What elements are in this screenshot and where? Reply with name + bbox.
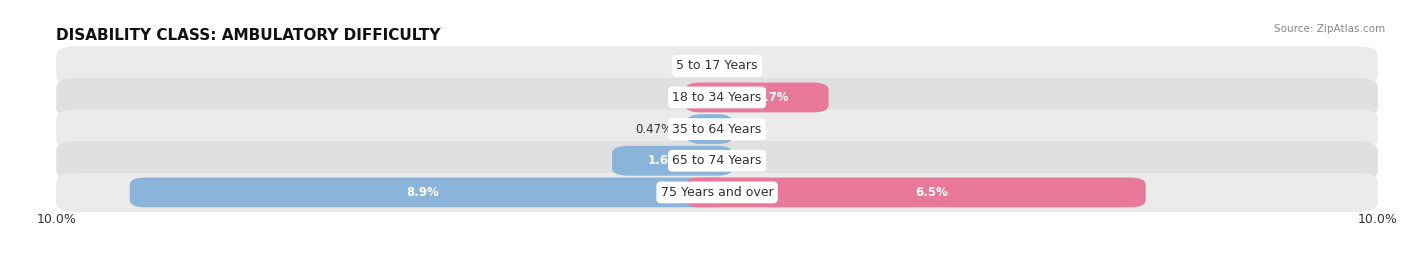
Text: 0.0%: 0.0% — [730, 123, 759, 136]
FancyBboxPatch shape — [129, 178, 733, 207]
Text: DISABILITY CLASS: AMBULATORY DIFFICULTY: DISABILITY CLASS: AMBULATORY DIFFICULTY — [56, 28, 440, 43]
Text: 6.5%: 6.5% — [915, 186, 948, 199]
Text: 8.9%: 8.9% — [406, 186, 440, 199]
FancyBboxPatch shape — [685, 178, 1146, 207]
Text: 0.47%: 0.47% — [636, 123, 673, 136]
Text: 0.0%: 0.0% — [675, 91, 704, 104]
Text: 0.0%: 0.0% — [675, 59, 704, 72]
Text: 18 to 34 Years: 18 to 34 Years — [672, 91, 762, 104]
FancyBboxPatch shape — [612, 146, 733, 176]
FancyBboxPatch shape — [56, 78, 1378, 117]
Text: 65 to 74 Years: 65 to 74 Years — [672, 154, 762, 167]
Text: 5 to 17 Years: 5 to 17 Years — [676, 59, 758, 72]
Text: 75 Years and over: 75 Years and over — [661, 186, 773, 199]
Text: 0.0%: 0.0% — [730, 59, 759, 72]
FancyBboxPatch shape — [56, 109, 1378, 149]
FancyBboxPatch shape — [56, 46, 1378, 86]
Text: Source: ZipAtlas.com: Source: ZipAtlas.com — [1274, 24, 1385, 34]
Text: 1.6%: 1.6% — [648, 154, 681, 167]
Text: 1.7%: 1.7% — [756, 91, 790, 104]
Text: 35 to 64 Years: 35 to 64 Years — [672, 123, 762, 136]
FancyBboxPatch shape — [56, 173, 1378, 212]
Text: 0.0%: 0.0% — [730, 154, 759, 167]
FancyBboxPatch shape — [685, 83, 828, 112]
FancyBboxPatch shape — [56, 141, 1378, 180]
FancyBboxPatch shape — [686, 114, 733, 144]
Legend: Male, Female: Male, Female — [648, 264, 786, 269]
